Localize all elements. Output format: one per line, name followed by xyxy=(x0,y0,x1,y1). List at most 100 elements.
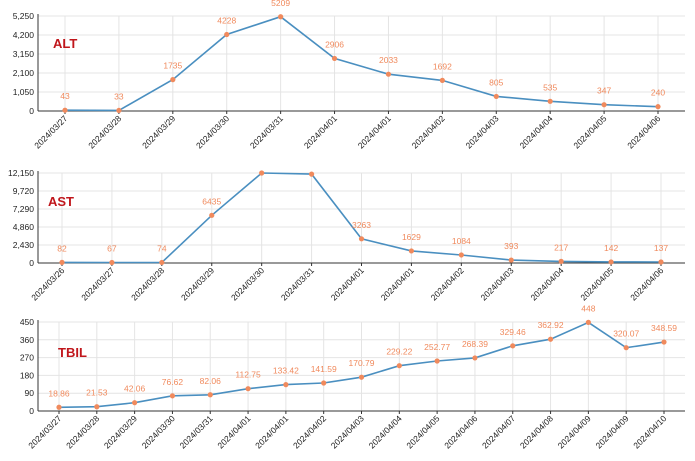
data-label: 67 xyxy=(107,244,117,254)
x-tick-label: 2024/04/10 xyxy=(631,413,668,450)
data-point xyxy=(408,248,415,254)
data-label: 348.59 xyxy=(651,323,677,333)
data-point xyxy=(358,374,365,380)
data-point xyxy=(547,336,554,342)
data-label: 1735 xyxy=(163,61,182,71)
data-point xyxy=(169,393,176,399)
data-point xyxy=(224,31,230,38)
data-point xyxy=(159,259,165,266)
data-label: 393 xyxy=(504,241,518,251)
data-label: 329.46 xyxy=(500,327,526,337)
data-point xyxy=(385,71,392,77)
data-point xyxy=(472,355,478,361)
data-point xyxy=(308,171,315,177)
data-label: 3263 xyxy=(352,220,371,230)
y-tick-label: 3,150 xyxy=(13,49,35,59)
x-tick-label: 2024/03/30 xyxy=(140,413,177,450)
data-label: 74 xyxy=(157,243,167,253)
data-label: 133.42 xyxy=(273,366,299,376)
data-label: 141.59 xyxy=(311,364,337,374)
x-tick-label: 2024/04/05 xyxy=(571,113,608,150)
data-label: 142 xyxy=(604,243,618,253)
x-tick-label: 2024/04/05 xyxy=(404,413,441,450)
x-tick-label: 2024/03/27 xyxy=(32,113,69,150)
y-tick-label: 90 xyxy=(25,388,35,398)
y-tick-label: 450 xyxy=(20,317,34,327)
data-label: 229.22 xyxy=(386,347,412,357)
x-tick-label: 2024/03/31 xyxy=(248,113,285,150)
data-point xyxy=(493,93,499,100)
x-tick-label: 2024/04/04 xyxy=(367,413,404,450)
x-tick-label: 2024/03/29 xyxy=(179,265,216,302)
x-tick-label: 2024/04/01 xyxy=(356,113,393,150)
data-label: 2033 xyxy=(379,55,398,65)
data-label: 170.79 xyxy=(349,358,375,368)
data-label: 33 xyxy=(114,91,124,101)
x-tick-label: 2024/03/28 xyxy=(129,265,166,302)
data-label: 82.06 xyxy=(200,376,222,386)
data-point xyxy=(601,102,607,108)
x-tick-label: 2024/04/01 xyxy=(253,413,290,450)
x-tick-label: 2024/04/04 xyxy=(528,265,565,302)
x-tick-label: 2024/04/06 xyxy=(442,413,479,450)
x-tick-label: 2024/04/02 xyxy=(410,113,447,150)
y-tick-label: 4,860 xyxy=(13,222,35,232)
data-label: 5209 xyxy=(271,0,290,8)
series-line xyxy=(64,15,659,112)
data-point xyxy=(585,319,591,325)
data-point xyxy=(62,107,68,113)
data-point xyxy=(132,400,138,406)
x-tick-label: 2024/04/01 xyxy=(379,265,416,302)
x-tick-label: 2024/03/30 xyxy=(194,113,231,150)
x-tick-label: 2024/04/05 xyxy=(578,265,615,302)
data-label: 4228 xyxy=(217,15,236,25)
data-label: 18.86 xyxy=(48,388,70,398)
y-tick-label: 0 xyxy=(29,106,34,116)
data-label: 112.75 xyxy=(235,370,261,380)
x-tick-label: 2024/03/27 xyxy=(79,265,116,302)
y-tick-label: 4,200 xyxy=(13,30,35,40)
data-label: 1692 xyxy=(433,61,452,71)
y-tick-label: 360 xyxy=(20,335,34,345)
data-point xyxy=(170,77,176,83)
data-label: 137 xyxy=(654,243,668,253)
data-label: 6435 xyxy=(202,196,221,206)
data-label: 347 xyxy=(597,86,611,96)
data-point xyxy=(321,380,327,386)
data-point xyxy=(259,170,265,176)
data-label: 1629 xyxy=(402,232,421,242)
x-tick-label: 2024/04/01 xyxy=(302,113,339,150)
x-tick-label: 2024/03/26 xyxy=(29,265,66,302)
y-tick-label: 5,250 xyxy=(13,11,35,21)
x-tick-label: 2024/04/09 xyxy=(593,413,630,450)
x-tick-label: 2024/04/06 xyxy=(628,265,665,302)
data-point xyxy=(655,104,661,110)
data-label: 240 xyxy=(651,88,665,98)
data-label: 82 xyxy=(57,243,67,253)
data-point xyxy=(547,98,553,104)
x-tick-label: 2024/03/28 xyxy=(86,113,123,150)
y-tick-label: 9,720 xyxy=(13,186,35,196)
chart-title: ALT xyxy=(53,36,77,51)
x-tick-label: 2024/04/01 xyxy=(215,413,252,450)
x-tick-label: 2024/03/30 xyxy=(229,265,266,302)
x-tick-label: 2024/04/03 xyxy=(479,265,516,302)
y-tick-label: 0 xyxy=(29,258,34,268)
data-point xyxy=(59,259,65,265)
x-tick-label: 2024/04/03 xyxy=(464,113,501,150)
data-label: 217 xyxy=(554,242,568,252)
chart-title: AST xyxy=(48,194,74,209)
data-label: 2906 xyxy=(325,39,344,49)
data-point xyxy=(623,345,629,351)
y-tick-label: 12,150 xyxy=(8,168,34,178)
data-point xyxy=(439,77,445,83)
data-point xyxy=(358,236,365,242)
data-point xyxy=(458,252,464,258)
data-point xyxy=(396,363,402,369)
x-tick-label: 2024/04/04 xyxy=(517,113,554,150)
x-tick-label: 2024/04/03 xyxy=(329,413,366,450)
data-label: 76.62 xyxy=(162,377,184,387)
data-point xyxy=(283,382,289,388)
